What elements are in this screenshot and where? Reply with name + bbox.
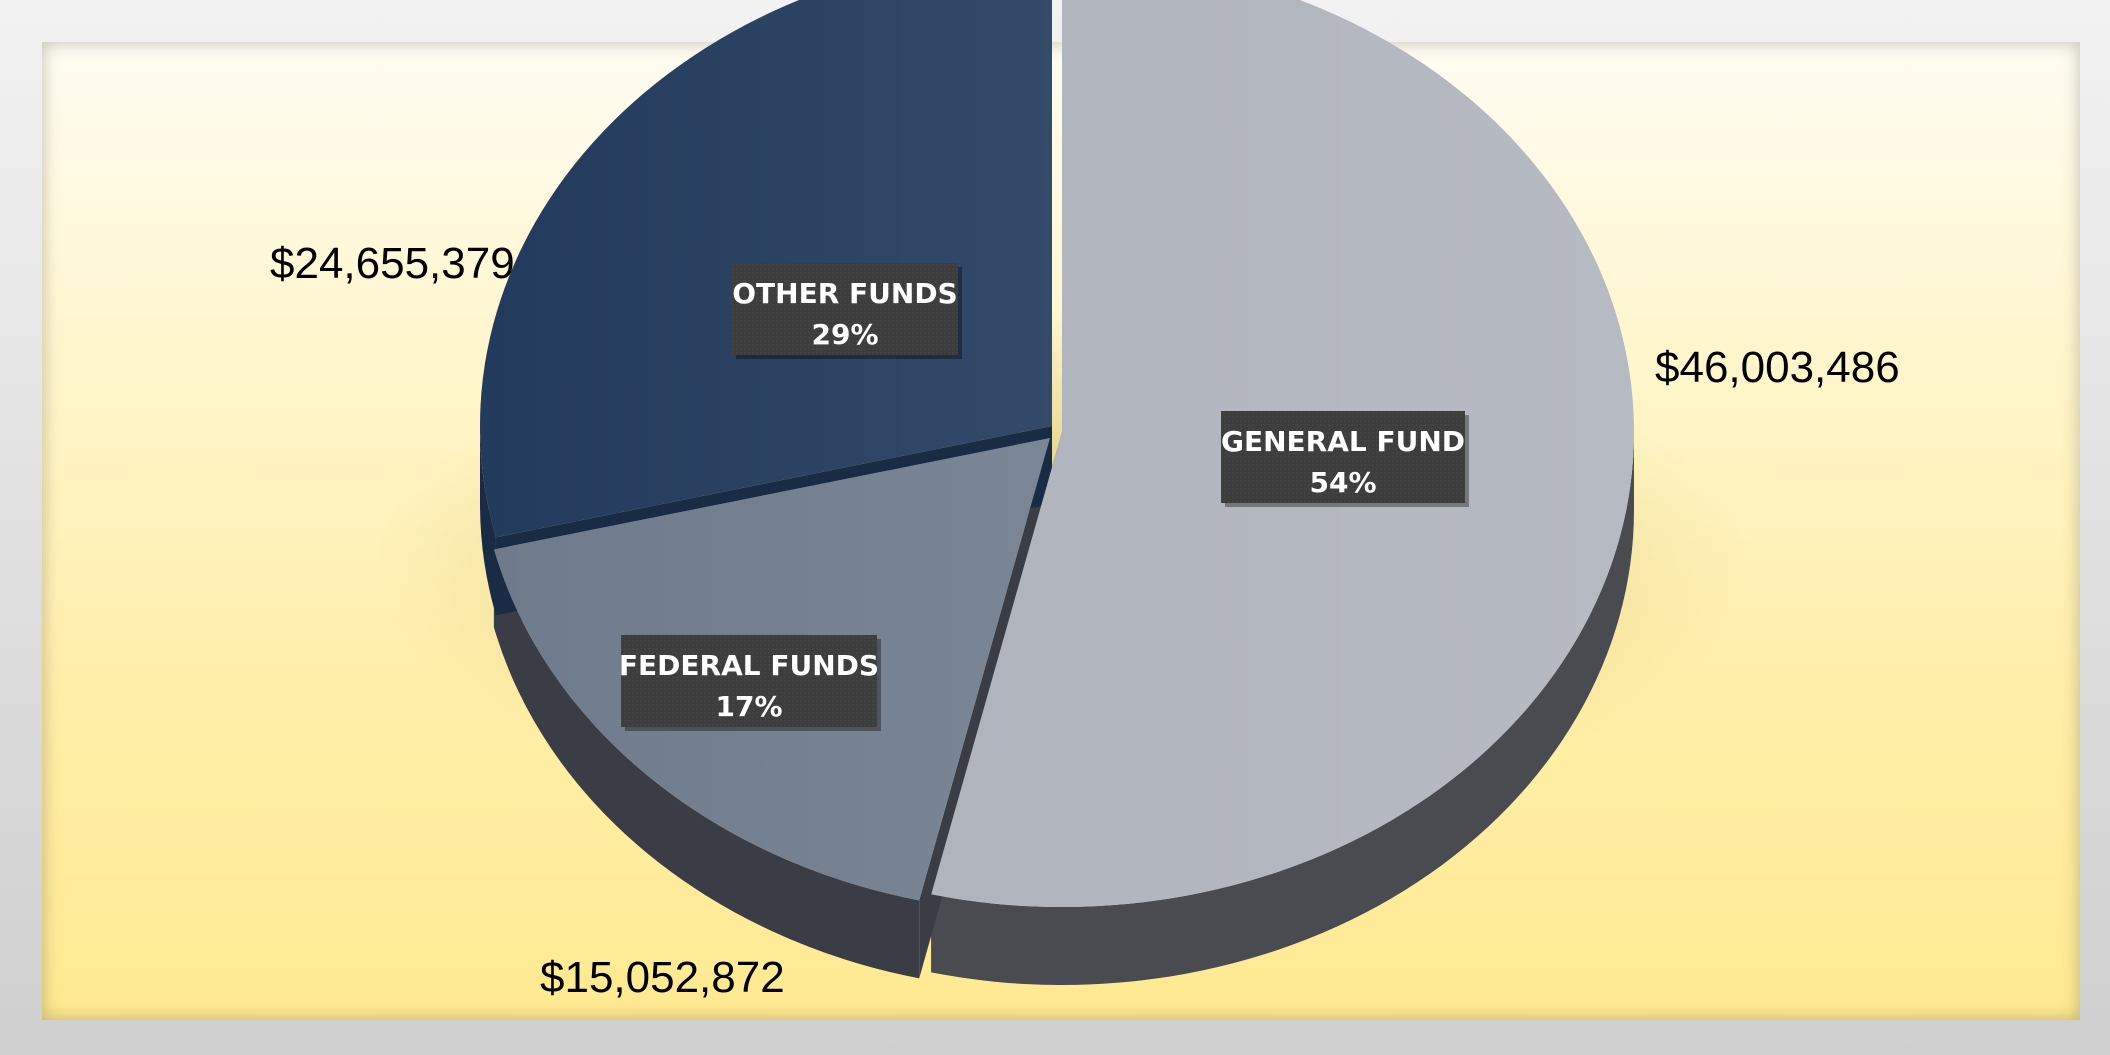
slice-amount-general-fund: $46,003,486 [1655,343,1900,392]
slice-label-other-funds: OTHER FUNDS 29% [732,263,962,359]
label-box [732,263,958,355]
slice-label-federal-funds: FEDERAL FUNDS 17% [619,635,881,731]
slice-label-general-fund: GENERAL FUND 54% [1221,411,1469,507]
pie-slice-side-federal-funds [493,549,920,979]
slice-percent: 29% [811,318,878,351]
slice-amount-other-funds: $24,655,379 [270,239,515,288]
label-box [621,635,877,727]
slice-percent: 54% [1309,466,1376,499]
slice-percent: 17% [715,690,782,723]
label-box [1221,411,1465,503]
pie-slice-side-other-funds [480,426,496,616]
slice-name: GENERAL FUND [1221,425,1465,458]
slice-amount-federal-funds: $15,052,872 [540,953,785,1002]
pie-slice-side-general-fund [931,432,1634,986]
slice-name: FEDERAL FUNDS [619,649,879,682]
slice-name: OTHER FUNDS [732,277,957,310]
